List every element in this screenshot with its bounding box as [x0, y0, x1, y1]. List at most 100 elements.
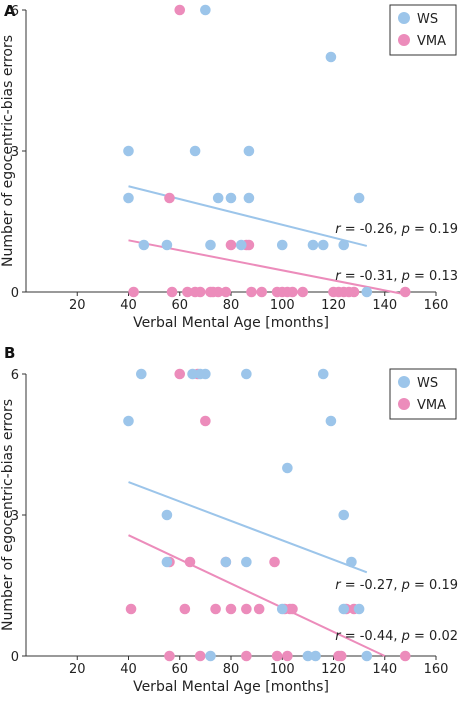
legend-marker-ws — [398, 376, 410, 388]
data-point-ws — [123, 145, 134, 157]
data-point-vma — [220, 286, 232, 298]
data-point-vma — [125, 603, 137, 615]
data-point-vma — [243, 239, 255, 251]
data-point-vma — [174, 4, 186, 16]
data-point-ws — [212, 192, 224, 204]
data-point-vma — [225, 603, 237, 615]
x-tick-label: 160 — [424, 298, 449, 313]
data-point-vma — [246, 286, 257, 298]
data-point-ws — [361, 650, 373, 662]
stats-text-ws: r = -0.26, p = 0.19 — [335, 222, 458, 237]
data-point-ws — [189, 145, 201, 157]
data-point-ws — [123, 192, 134, 204]
data-point-vma — [297, 286, 309, 298]
data-point-ws — [310, 650, 321, 662]
x-tick-label: 40 — [120, 662, 137, 677]
data-point-vma — [194, 650, 206, 662]
y-tick-label: 0 — [11, 286, 19, 301]
data-point-ws — [353, 603, 365, 615]
y-tick-label: 0 — [11, 650, 19, 665]
data-point-ws — [138, 239, 150, 251]
data-point-vma — [179, 603, 191, 615]
data-point-ws — [123, 415, 134, 427]
stats-text-vma: r = -0.44, p = 0.02 — [335, 629, 458, 644]
data-point-vma — [166, 286, 178, 298]
data-point-vma — [164, 192, 175, 204]
data-point-vma — [225, 239, 237, 251]
legend: WS VMA — [389, 4, 457, 56]
data-point-vma — [241, 603, 252, 615]
data-point-vma — [164, 650, 175, 662]
legend: WS VMA — [389, 368, 457, 420]
y-tick-label: 3 — [11, 509, 19, 524]
data-point-ws — [161, 239, 173, 251]
legend-marker-vma — [398, 34, 410, 46]
data-point-ws — [338, 603, 350, 615]
data-point-vma — [287, 286, 298, 298]
y-tick-label: 6 — [11, 4, 19, 19]
stats-text-ws: r = -0.27, p = 0.19 — [335, 578, 458, 593]
data-point-ws — [200, 368, 211, 380]
regression-line-vma — [128, 534, 386, 657]
x-tick-label: 80 — [223, 662, 240, 677]
data-point-vma — [253, 603, 265, 615]
data-point-ws — [235, 239, 247, 251]
data-point-ws — [353, 192, 365, 204]
data-point-ws — [200, 4, 211, 16]
data-point-vma — [256, 286, 268, 298]
data-point-vma — [282, 650, 293, 662]
data-point-vma — [271, 650, 283, 662]
x-tick-label: 80 — [223, 298, 240, 313]
regression-line-ws — [128, 481, 368, 574]
legend-label-vma: VMA — [417, 398, 446, 413]
chart-panel-a: A 0 3 6 20 40 60 80 100 120 140 160 Verbal Mental Ag… — [0, 2, 458, 331]
stats-text-vma: r = -0.31, p = 0.13 — [335, 269, 458, 284]
data-point-ws — [276, 603, 288, 615]
data-point-ws — [161, 556, 173, 568]
data-point-ws — [243, 145, 255, 157]
data-point-vma — [200, 415, 211, 427]
data-point-vma — [269, 556, 280, 568]
x-axis-label: Verbal Mental Age [months] — [133, 315, 329, 331]
legend-label-ws: WS — [417, 12, 438, 27]
x-tick-label: 160 — [424, 662, 449, 677]
data-point-vma — [287, 603, 298, 615]
data-point-ws — [225, 192, 237, 204]
data-point-vma — [174, 368, 186, 380]
data-point-ws — [241, 556, 252, 568]
data-point-ws — [205, 650, 216, 662]
data-point-vma — [348, 286, 360, 298]
data-point-ws — [161, 509, 173, 521]
legend-marker-ws — [398, 12, 410, 24]
data-point-vma — [212, 286, 224, 298]
x-tick-label: 60 — [171, 662, 188, 677]
y-axis-label: Number of egocentric-bias errors — [0, 399, 16, 631]
chart-panel-b: B 0 3 6 20 40 60 80 100 120 140 160 Verbal Mental Ag… — [0, 344, 458, 695]
data-point-ws — [346, 556, 357, 568]
data-point-vma — [241, 650, 252, 662]
x-tick-label: 20 — [69, 662, 86, 677]
data-point-ws — [325, 415, 337, 427]
regression-line-vma — [128, 239, 406, 296]
x-tick-label: 140 — [372, 662, 397, 677]
panel-label: A — [4, 2, 16, 20]
data-point-vma — [194, 286, 206, 298]
data-point-vma — [184, 556, 196, 568]
legend-marker-vma — [398, 398, 410, 410]
x-axis-label: Verbal Mental Age [months] — [133, 679, 329, 695]
data-point-ws — [317, 239, 329, 251]
data-point-ws — [325, 51, 337, 63]
data-point-ws — [220, 556, 232, 568]
data-point-ws — [276, 239, 288, 251]
y-tick-label: 3 — [11, 145, 19, 160]
data-point-ws — [241, 368, 252, 380]
x-tick-label: 100 — [270, 662, 295, 677]
data-point-vma — [335, 650, 347, 662]
x-tick-label: 20 — [69, 298, 86, 313]
data-point-vma — [182, 286, 193, 298]
data-point-ws — [338, 239, 350, 251]
data-point-ws — [317, 368, 329, 380]
data-point-ws — [361, 286, 373, 298]
data-point-vma — [399, 286, 411, 298]
